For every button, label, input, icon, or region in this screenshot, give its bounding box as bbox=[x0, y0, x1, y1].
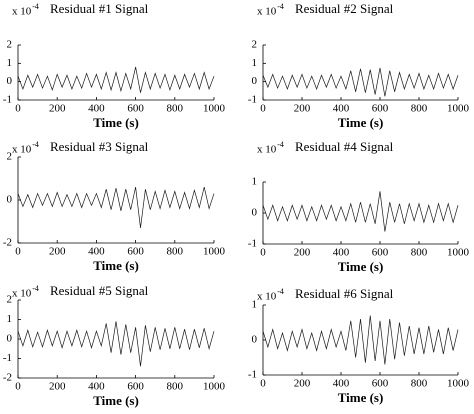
x-tick-label: 1000 bbox=[203, 381, 226, 393]
x-tick-label: 0 bbox=[15, 246, 21, 258]
x-tick-label: 400 bbox=[88, 381, 105, 393]
x-tick-label: 400 bbox=[88, 246, 105, 258]
x-tick-label: 200 bbox=[294, 103, 311, 115]
y-multiplier: x 10 bbox=[257, 144, 277, 156]
y-multiplier: x 10 bbox=[12, 288, 32, 300]
y-tick-label: 0 bbox=[7, 194, 13, 206]
x-tick-label: 1000 bbox=[447, 378, 470, 390]
y-tick-label: 0 bbox=[7, 333, 13, 345]
x-tick-label: 400 bbox=[333, 378, 350, 390]
signal-line bbox=[17, 187, 215, 228]
y-tick-label: 2 bbox=[252, 39, 258, 51]
x-tick-label: 1000 bbox=[203, 103, 226, 115]
x-tick-label: 600 bbox=[372, 103, 389, 115]
x-tick-label: 0 bbox=[260, 378, 266, 390]
y-tick-label: 1 bbox=[252, 299, 258, 311]
x-tick-label: 1000 bbox=[203, 246, 226, 258]
subplot-title: Residual #6 Signal bbox=[295, 286, 394, 301]
y-multiplier-exponent: -4 bbox=[277, 140, 284, 149]
x-tick-label: 200 bbox=[49, 246, 66, 258]
y-tick-label: 1 bbox=[7, 313, 13, 325]
y-tick-label: 1 bbox=[7, 57, 13, 69]
x-tick-label: 200 bbox=[49, 381, 66, 393]
subplot-title: Residual #1 Signal bbox=[50, 1, 149, 16]
subplot-title: Residual #2 Signal bbox=[295, 1, 394, 16]
y-tick-label: -1 bbox=[248, 369, 257, 381]
x-tick-label: 400 bbox=[88, 103, 105, 115]
y-multiplier: x 10 bbox=[257, 291, 277, 303]
y-tick-label: 2 bbox=[7, 151, 13, 163]
signal-line bbox=[17, 66, 215, 93]
x-tick-label: 800 bbox=[411, 247, 428, 259]
x-tick-label: 800 bbox=[167, 246, 184, 258]
x-axis-label: Time (s) bbox=[93, 115, 139, 130]
x-axis-label: Time (s) bbox=[93, 258, 139, 273]
x-tick-label: 400 bbox=[333, 247, 350, 259]
x-axis-label: Time (s) bbox=[338, 115, 384, 130]
x-tick-label: 600 bbox=[127, 246, 144, 258]
y-multiplier: x 10 bbox=[12, 6, 32, 18]
x-axis-label: Time (s) bbox=[93, 393, 139, 408]
y-tick-label: 0 bbox=[7, 75, 13, 87]
x-tick-label: 600 bbox=[127, 103, 144, 115]
y-multiplier-exponent: -4 bbox=[277, 2, 284, 11]
y-tick-label: -1 bbox=[248, 94, 257, 106]
x-tick-label: 800 bbox=[411, 103, 428, 115]
signal-line bbox=[17, 321, 215, 367]
y-multiplier-exponent: -4 bbox=[277, 287, 284, 296]
y-tick-label: 1 bbox=[252, 176, 258, 188]
y-multiplier-exponent: -4 bbox=[32, 284, 39, 293]
x-tick-label: 200 bbox=[294, 378, 311, 390]
y-tick-label: 2 bbox=[7, 39, 13, 51]
x-tick-label: 800 bbox=[411, 378, 428, 390]
y-multiplier: x 10 bbox=[257, 6, 277, 18]
subplot: x 10 -4 Residual #5 Signal -2 -1 0 1 2 0 200 400 60… bbox=[3, 283, 226, 408]
subplot-title: Residual #3 Signal bbox=[50, 139, 149, 154]
y-tick-label: 2 bbox=[7, 294, 13, 306]
x-tick-label: 0 bbox=[15, 381, 21, 393]
subplot-title: Residual #4 Signal bbox=[295, 139, 394, 154]
y-tick-label: 0 bbox=[252, 334, 258, 346]
signal-line bbox=[262, 67, 459, 97]
x-axis-label: Time (s) bbox=[338, 390, 384, 405]
x-tick-label: 0 bbox=[15, 103, 21, 115]
y-tick-label: 0 bbox=[252, 207, 258, 219]
x-tick-label: 800 bbox=[167, 381, 184, 393]
y-multiplier-exponent: -4 bbox=[32, 140, 39, 149]
y-tick-label: -1 bbox=[248, 238, 257, 250]
x-tick-label: 1000 bbox=[447, 103, 470, 115]
signal-line bbox=[262, 191, 459, 232]
x-tick-label: 400 bbox=[333, 103, 350, 115]
x-tick-label: 200 bbox=[294, 247, 311, 259]
y-tick-label: -2 bbox=[3, 372, 12, 384]
y-multiplier-exponent: -4 bbox=[32, 2, 39, 11]
y-tick-label: -2 bbox=[3, 237, 12, 249]
signal-line bbox=[262, 315, 459, 365]
x-tick-label: 1000 bbox=[447, 247, 470, 259]
x-tick-label: 600 bbox=[372, 378, 389, 390]
x-tick-label: 800 bbox=[167, 103, 184, 115]
y-tick-label: 1 bbox=[252, 57, 258, 69]
x-tick-label: 600 bbox=[127, 381, 144, 393]
y-tick-label: -1 bbox=[3, 352, 12, 364]
x-tick-label: 600 bbox=[372, 247, 389, 259]
y-tick-label: 0 bbox=[252, 75, 258, 87]
x-tick-label: 0 bbox=[260, 103, 266, 115]
x-tick-label: 0 bbox=[260, 247, 266, 259]
x-tick-label: 200 bbox=[49, 103, 66, 115]
subplot-title: Residual #5 Signal bbox=[50, 283, 149, 298]
y-multiplier: x 10 bbox=[12, 144, 32, 156]
y-tick-label: -1 bbox=[3, 94, 12, 106]
x-axis-label: Time (s) bbox=[338, 259, 384, 274]
